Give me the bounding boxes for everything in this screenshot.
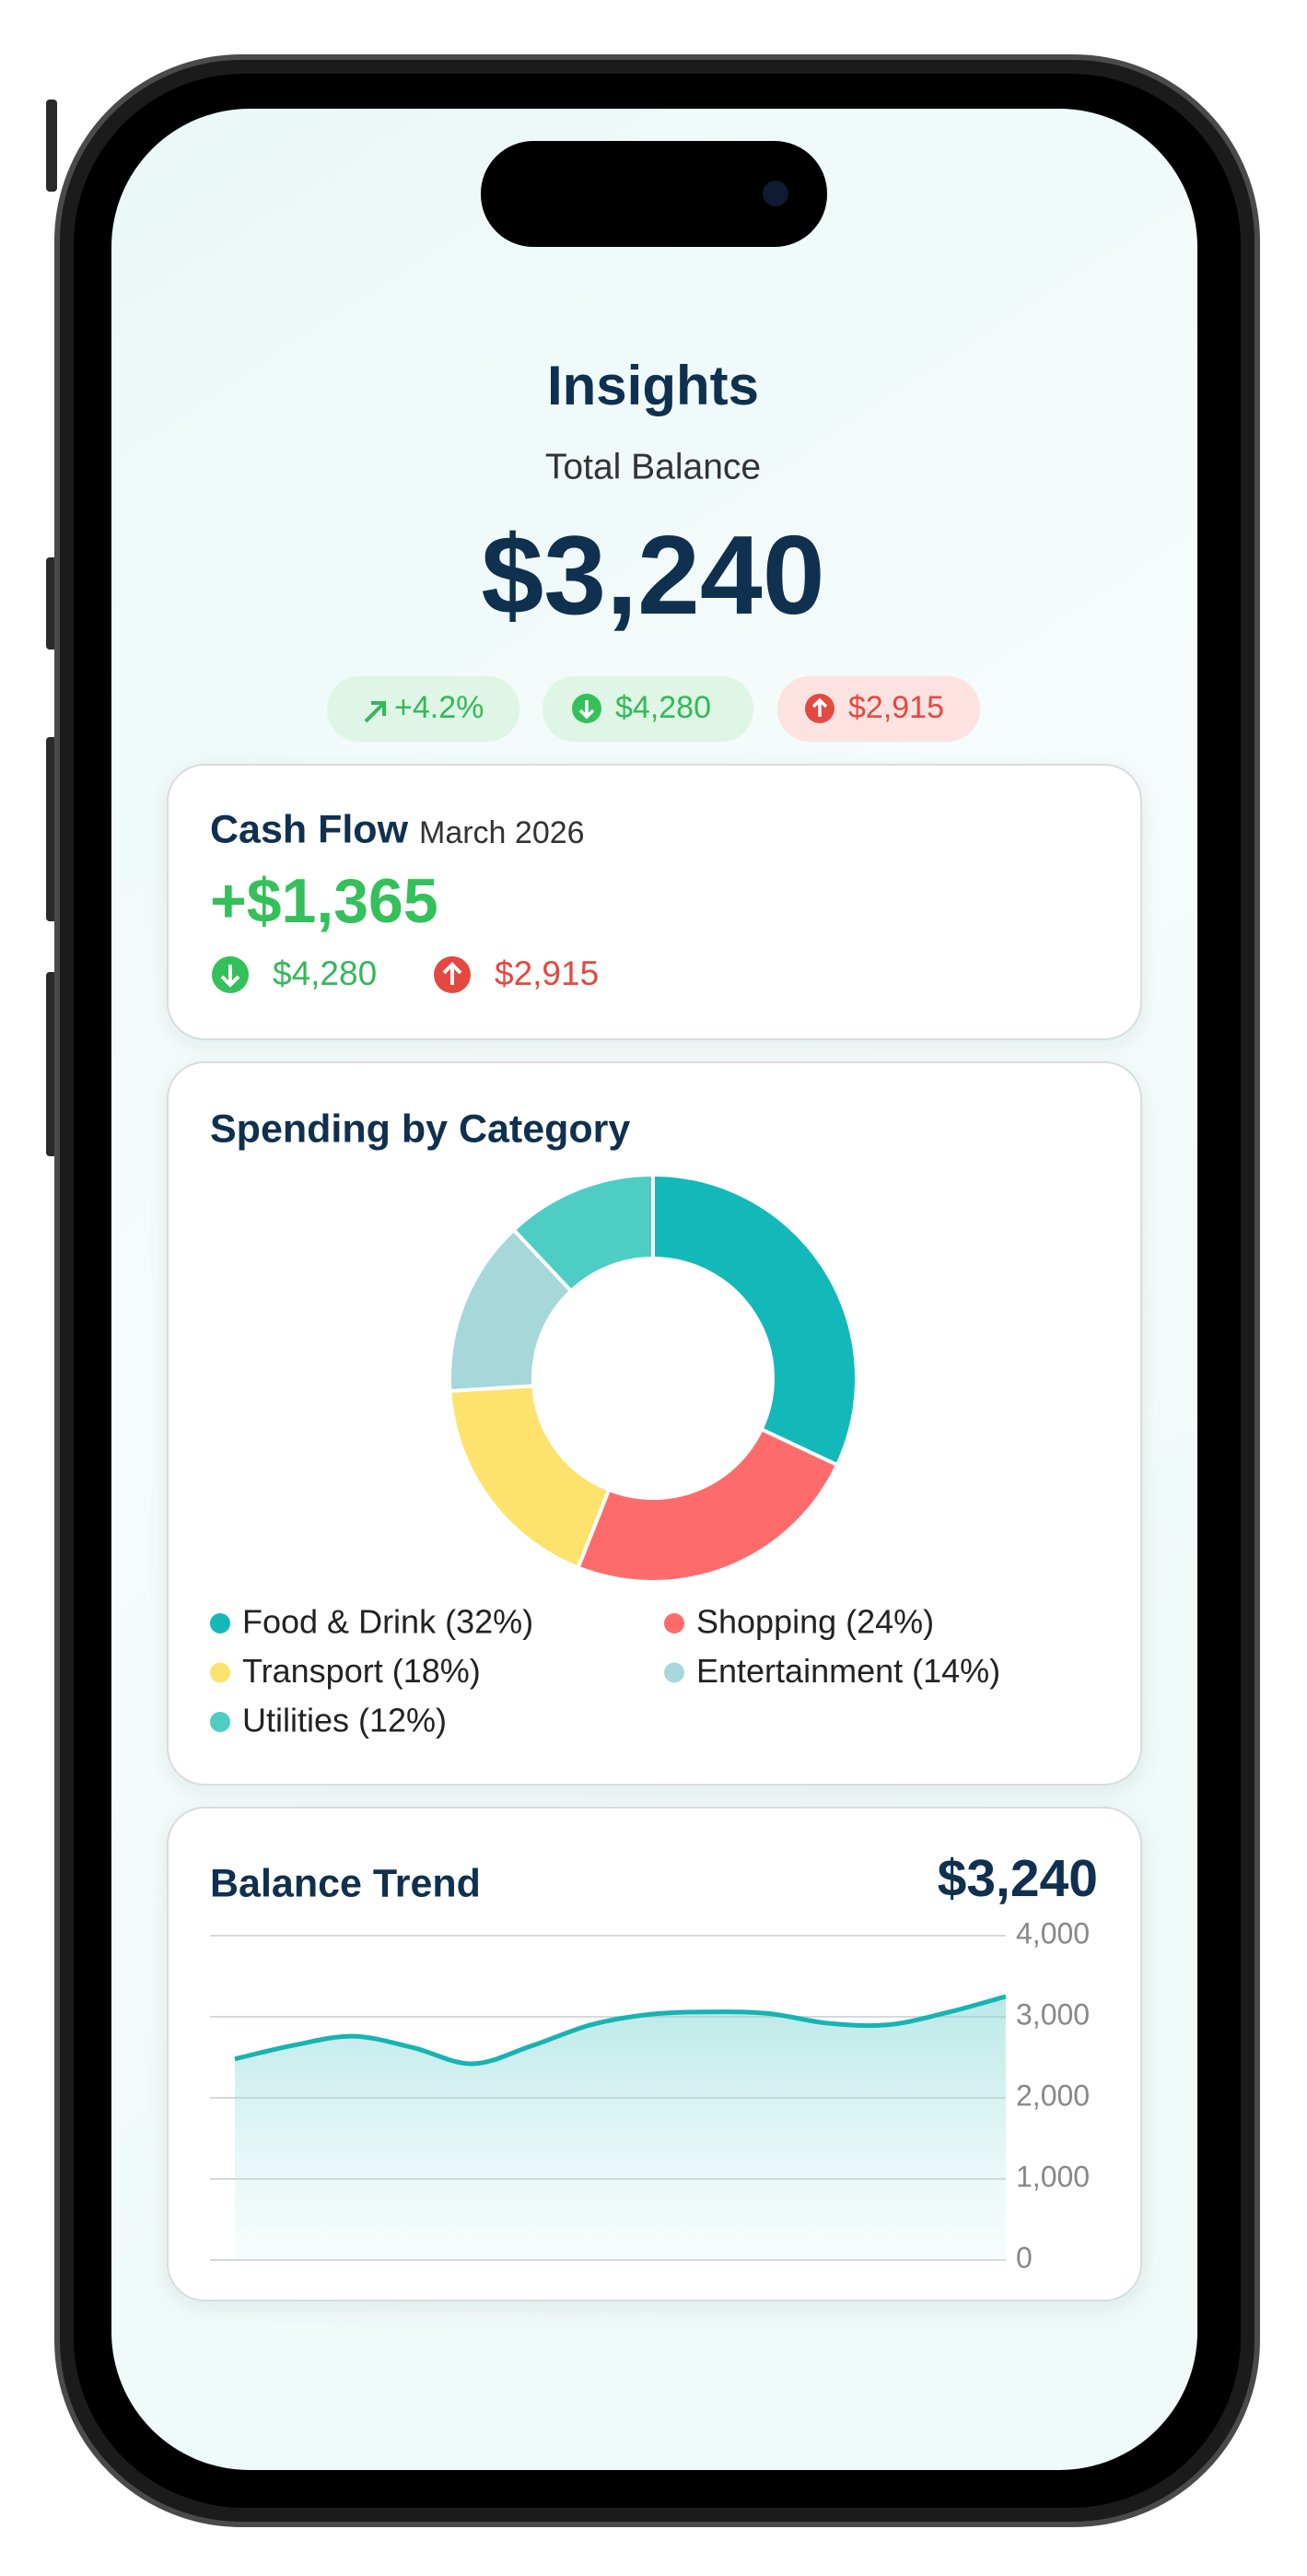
trend-line xyxy=(234,1994,1007,2067)
icon xyxy=(442,962,462,985)
pill-label: $2,915 xyxy=(848,690,944,725)
subtitle: Total Balance xyxy=(545,447,761,486)
pill xyxy=(543,676,753,742)
legend-label: Transport (18%) xyxy=(242,1652,481,1690)
net-flow: +$1,365 xyxy=(210,866,438,936)
legend-swatch xyxy=(210,1712,230,1732)
balance: $3,240 xyxy=(481,512,824,638)
legend-swatch xyxy=(210,1662,230,1683)
pill xyxy=(327,676,519,742)
pill-label: $4,280 xyxy=(615,690,711,725)
side-button xyxy=(46,100,57,192)
donut-slice xyxy=(651,1172,858,1468)
y-tick-label: 2,000 xyxy=(1016,2078,1090,2112)
donut-slice xyxy=(576,1426,840,1584)
pill xyxy=(777,676,980,742)
icon xyxy=(364,701,386,723)
card xyxy=(167,1061,1142,1786)
icon xyxy=(220,965,240,988)
card-title: Spending by Category xyxy=(210,1107,630,1151)
legend-label: Utilities (12%) xyxy=(242,1702,447,1739)
legend-swatch xyxy=(664,1662,684,1683)
donut-slice xyxy=(510,1172,655,1294)
legend-swatch xyxy=(210,1613,230,1633)
card xyxy=(167,764,1142,1040)
legend-label: Shopping (24%) xyxy=(696,1603,934,1641)
camera xyxy=(763,181,788,206)
y-tick-label: 3,000 xyxy=(1016,1997,1090,2031)
income: $4,280 xyxy=(273,954,377,992)
period: March 2026 xyxy=(419,815,585,850)
legend-swatch xyxy=(664,1613,684,1633)
pill-label: +4.2% xyxy=(394,690,484,725)
y-tick-label: 4,000 xyxy=(1016,1916,1090,1950)
donut-slice xyxy=(448,1384,612,1571)
area-chart: 0 1,000 2,000 3,000 4,000 xyxy=(210,1916,1090,2274)
area-fill xyxy=(235,1996,1006,2260)
card-title: Balance Trend xyxy=(210,1861,481,1905)
legend-label: Food & Drink (32%) xyxy=(242,1603,533,1641)
dynamic-island xyxy=(481,141,827,247)
legend-label: Entertainment (14%) xyxy=(696,1652,1000,1690)
icon xyxy=(811,697,828,717)
card-title: Cash Flow xyxy=(210,807,409,851)
expense: $2,915 xyxy=(495,954,599,992)
page-title: Insights xyxy=(547,355,759,416)
donut-chart: Food & Drink (32%) Shopping (24%) Transpor… xyxy=(210,1172,1000,1739)
icon xyxy=(578,700,595,720)
y-tick-label: 0 xyxy=(1016,2241,1033,2274)
current-balance: $3,240 xyxy=(938,1849,1098,1908)
y-tick-label: 1,000 xyxy=(1016,2160,1090,2193)
